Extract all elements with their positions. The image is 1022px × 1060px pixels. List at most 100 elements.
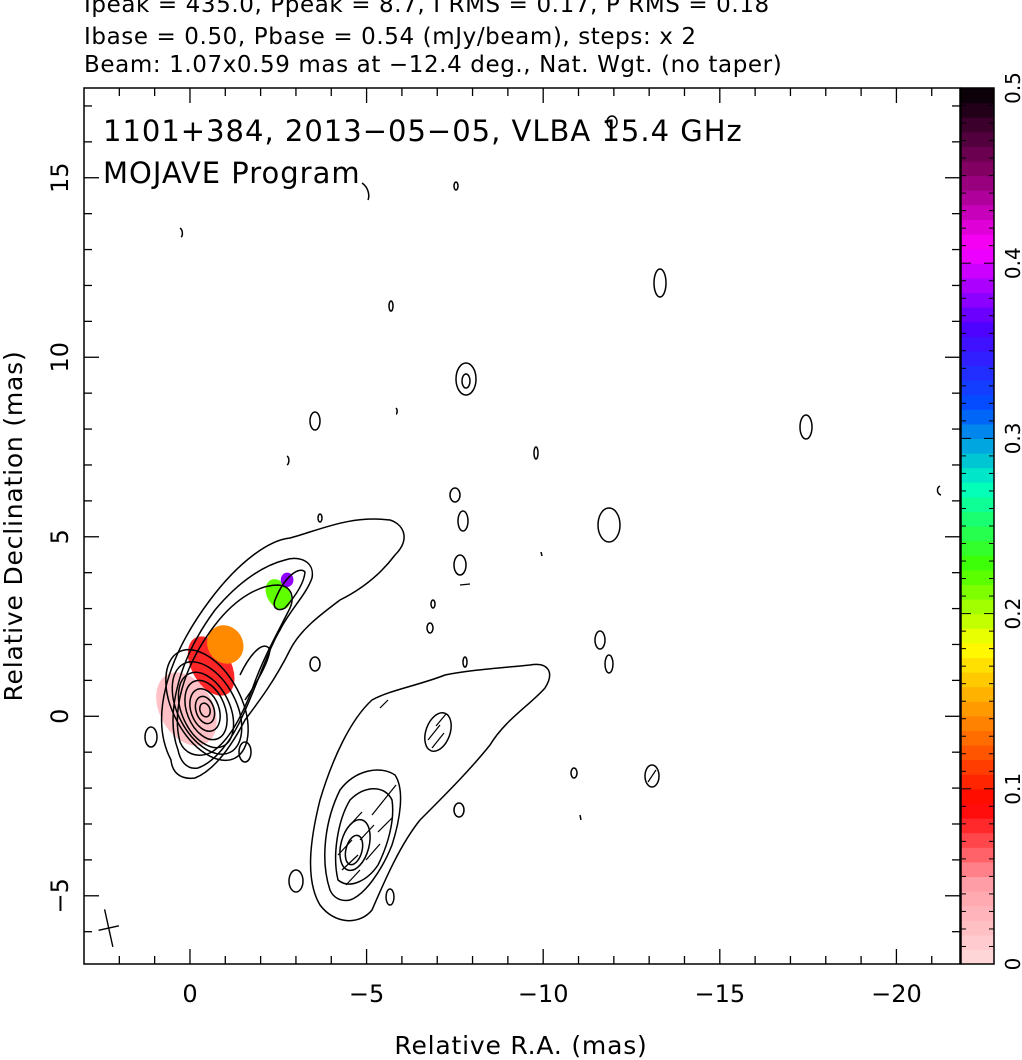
noise-contour [540,551,543,557]
colorbar-band [961,131,994,147]
core-contour-1 [165,648,249,762]
y-tick-label: 0 [46,709,74,724]
noise-contour [453,802,465,818]
colorbar-band [961,453,994,469]
noise-contour [457,510,469,532]
colorbar-band [961,161,994,177]
colorbar-band [961,496,994,512]
y-tick-label: 5 [46,529,74,544]
x-tick-label: −15 [694,980,745,1008]
x-tick-label: −10 [518,980,569,1008]
core-contour-3 [177,671,235,749]
colorbar-band [961,204,994,220]
x-axis-ticks [118,88,933,964]
colorbar-band [961,803,994,819]
colorbar-band [961,380,994,396]
noise-contour [799,414,813,440]
y-tick-label: 10 [46,342,74,373]
jet-contour-2 [172,557,314,769]
colorbar-band [961,117,994,133]
colorbar-band [961,175,994,191]
colorbar-band [961,292,994,308]
colorbar-band [961,599,994,615]
polarization-patch [207,625,244,664]
y-tick-label: 15 [46,162,74,193]
colorbar-band [961,88,994,104]
noise-contour [286,455,290,466]
noise-contour [179,227,184,238]
colorbar-band [961,248,994,264]
beam-cross [98,909,120,948]
plot-frame [83,87,961,965]
core-contour-6 [194,695,216,725]
header-line-1: Ipeak = 435.0, Ppeak = 8.7, I RMS = 0.17… [84,0,770,18]
noise-contour [361,182,370,201]
colorbar-band [961,905,994,921]
noise-contour [144,726,158,748]
noise-contour [570,767,578,779]
colorbar-band [961,934,994,950]
noise-contour [462,656,468,668]
colorbar-band [961,467,994,483]
colorbar-band [961,891,994,907]
colorbar-band [961,336,994,352]
noise-contour [388,300,394,312]
colorbar-band [961,715,994,731]
plot-title-line-1: 1101+384, 2013−05−05, VLBA 15.4 GHz [103,114,743,148]
colorbar-band [961,234,994,250]
colorbar-band [961,701,994,717]
colorbar-band [961,584,994,600]
south-contour-5 [344,834,364,866]
knot-contour-a [424,712,452,752]
x-tick-label: 0 [182,980,197,1008]
x-tick-label: −5 [349,980,384,1008]
colorbar-band [961,730,994,746]
colorbar-band [961,423,994,439]
colorbar-tick-label: 0.5 [1001,72,1022,104]
colorbar-band [961,672,994,688]
noise-contour [604,654,614,674]
noise-contour [597,507,621,543]
noise-contour [936,485,942,496]
colorbar-band [961,847,994,863]
noise-contour [579,814,582,821]
noise-contour [430,599,436,609]
evpa-vectors [337,583,657,886]
colorbar-band [961,219,994,235]
colorbar-tick-labels: 0 0.1 0.2 0.3 0.4 0.5 [1001,72,1022,970]
noise-contour [395,407,398,415]
noise-contour [238,741,252,763]
colorbar-tick-label: 0.3 [1001,422,1022,454]
noise-contour [533,446,539,460]
jet-contour-4 [239,645,271,701]
x-axis-tick-labels: 0 −5 −10 −15 −20 [182,980,921,1008]
colorbar-tick-label: 0.4 [1001,247,1022,279]
y-axis-ticks [84,105,960,933]
colorbar-band [961,263,994,279]
colorbar-band [961,540,994,556]
colorbar-band [961,774,994,790]
noise-contour [317,513,323,523]
jet-contour-5 [273,569,306,611]
core-contour-2 [171,661,243,755]
colorbar-band [961,409,994,425]
contour-layer [144,115,942,922]
noise-contour [426,622,434,634]
colorbar-band [961,788,994,804]
colorbar-band [961,511,994,527]
colorbar-band [961,818,994,834]
colorbar-tick-label: 0 [1001,958,1022,971]
colorbar-band [961,102,994,118]
noise-contour [385,888,395,906]
colorbar-band [961,555,994,571]
x-tick-label: −20 [871,980,922,1008]
beam-minor-axis [98,925,120,932]
noise-contour [461,373,471,389]
core-contour-5 [189,688,221,732]
colorbar-band [961,526,994,542]
colorbar-tick-label: 0.2 [1001,598,1022,630]
y-tick-label: −5 [46,878,74,913]
colorbar-band [961,350,994,366]
colorbar-ticks [961,87,994,965]
